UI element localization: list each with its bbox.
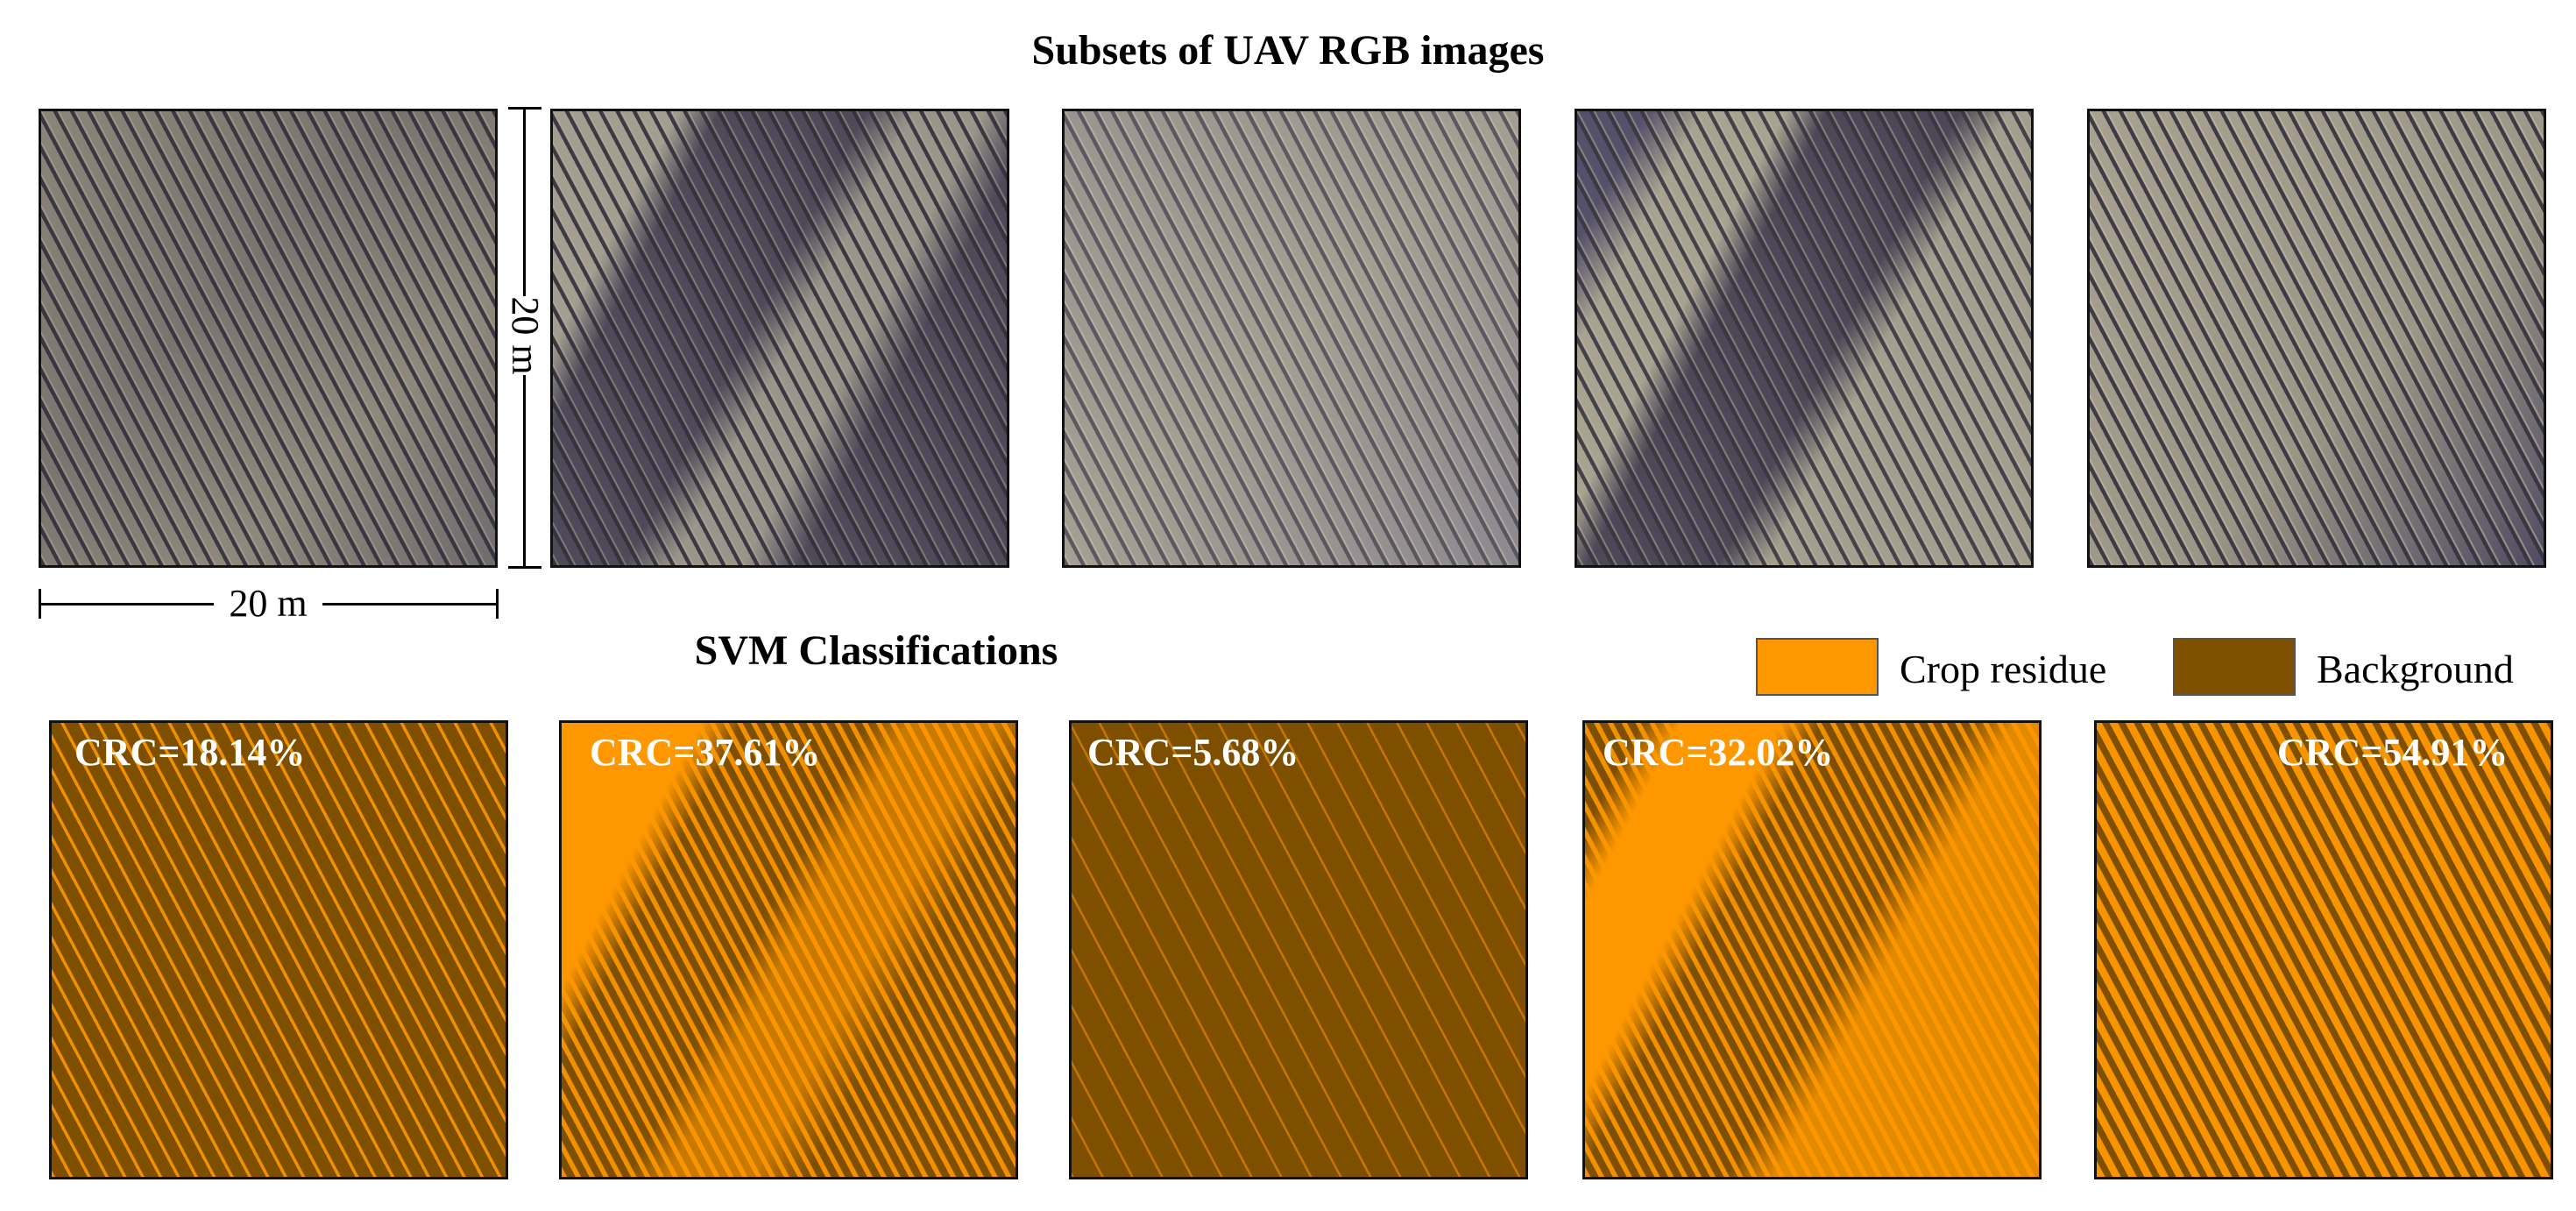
- rgb-image-2: [550, 109, 1009, 568]
- rgb-image-1: [39, 109, 498, 568]
- classification-map-3: CRC=5.68%: [1069, 720, 1528, 1179]
- crc-label: CRC=18.14%: [74, 731, 306, 774]
- crc-label: CRC=54.91%: [2277, 731, 2509, 774]
- vertical-scale-label: 20 m: [503, 296, 547, 375]
- rgb-image-5: [2087, 109, 2546, 568]
- legend-label-crop-residue: Crop residue: [1900, 647, 2107, 691]
- classification-map-1: CRC=18.14%: [49, 720, 508, 1179]
- classification-map-2: CRC=37.61%: [559, 720, 1018, 1179]
- crc-label: CRC=37.61%: [590, 731, 821, 774]
- rgb-images-title: Subsets of UAV RGB images: [1031, 27, 1545, 74]
- crc-label: CRC=32.02%: [1603, 731, 1834, 774]
- horizontal-scale-label: 20 m: [214, 582, 322, 626]
- classification-map-5: CRC=54.91%: [2094, 720, 2553, 1179]
- rgb-image-4: [1575, 109, 2034, 568]
- rgb-image-3: [1062, 109, 1521, 568]
- legend-label-background: Background: [2317, 647, 2514, 691]
- classification-map-4: CRC=32.02%: [1582, 720, 2042, 1179]
- crc-label: CRC=5.68%: [1087, 731, 1299, 774]
- legend-swatch-background: [2173, 638, 2296, 696]
- svm-classifications-title: SVM Classifications: [694, 627, 1058, 674]
- legend-swatch-crop-residue: [1756, 638, 1879, 696]
